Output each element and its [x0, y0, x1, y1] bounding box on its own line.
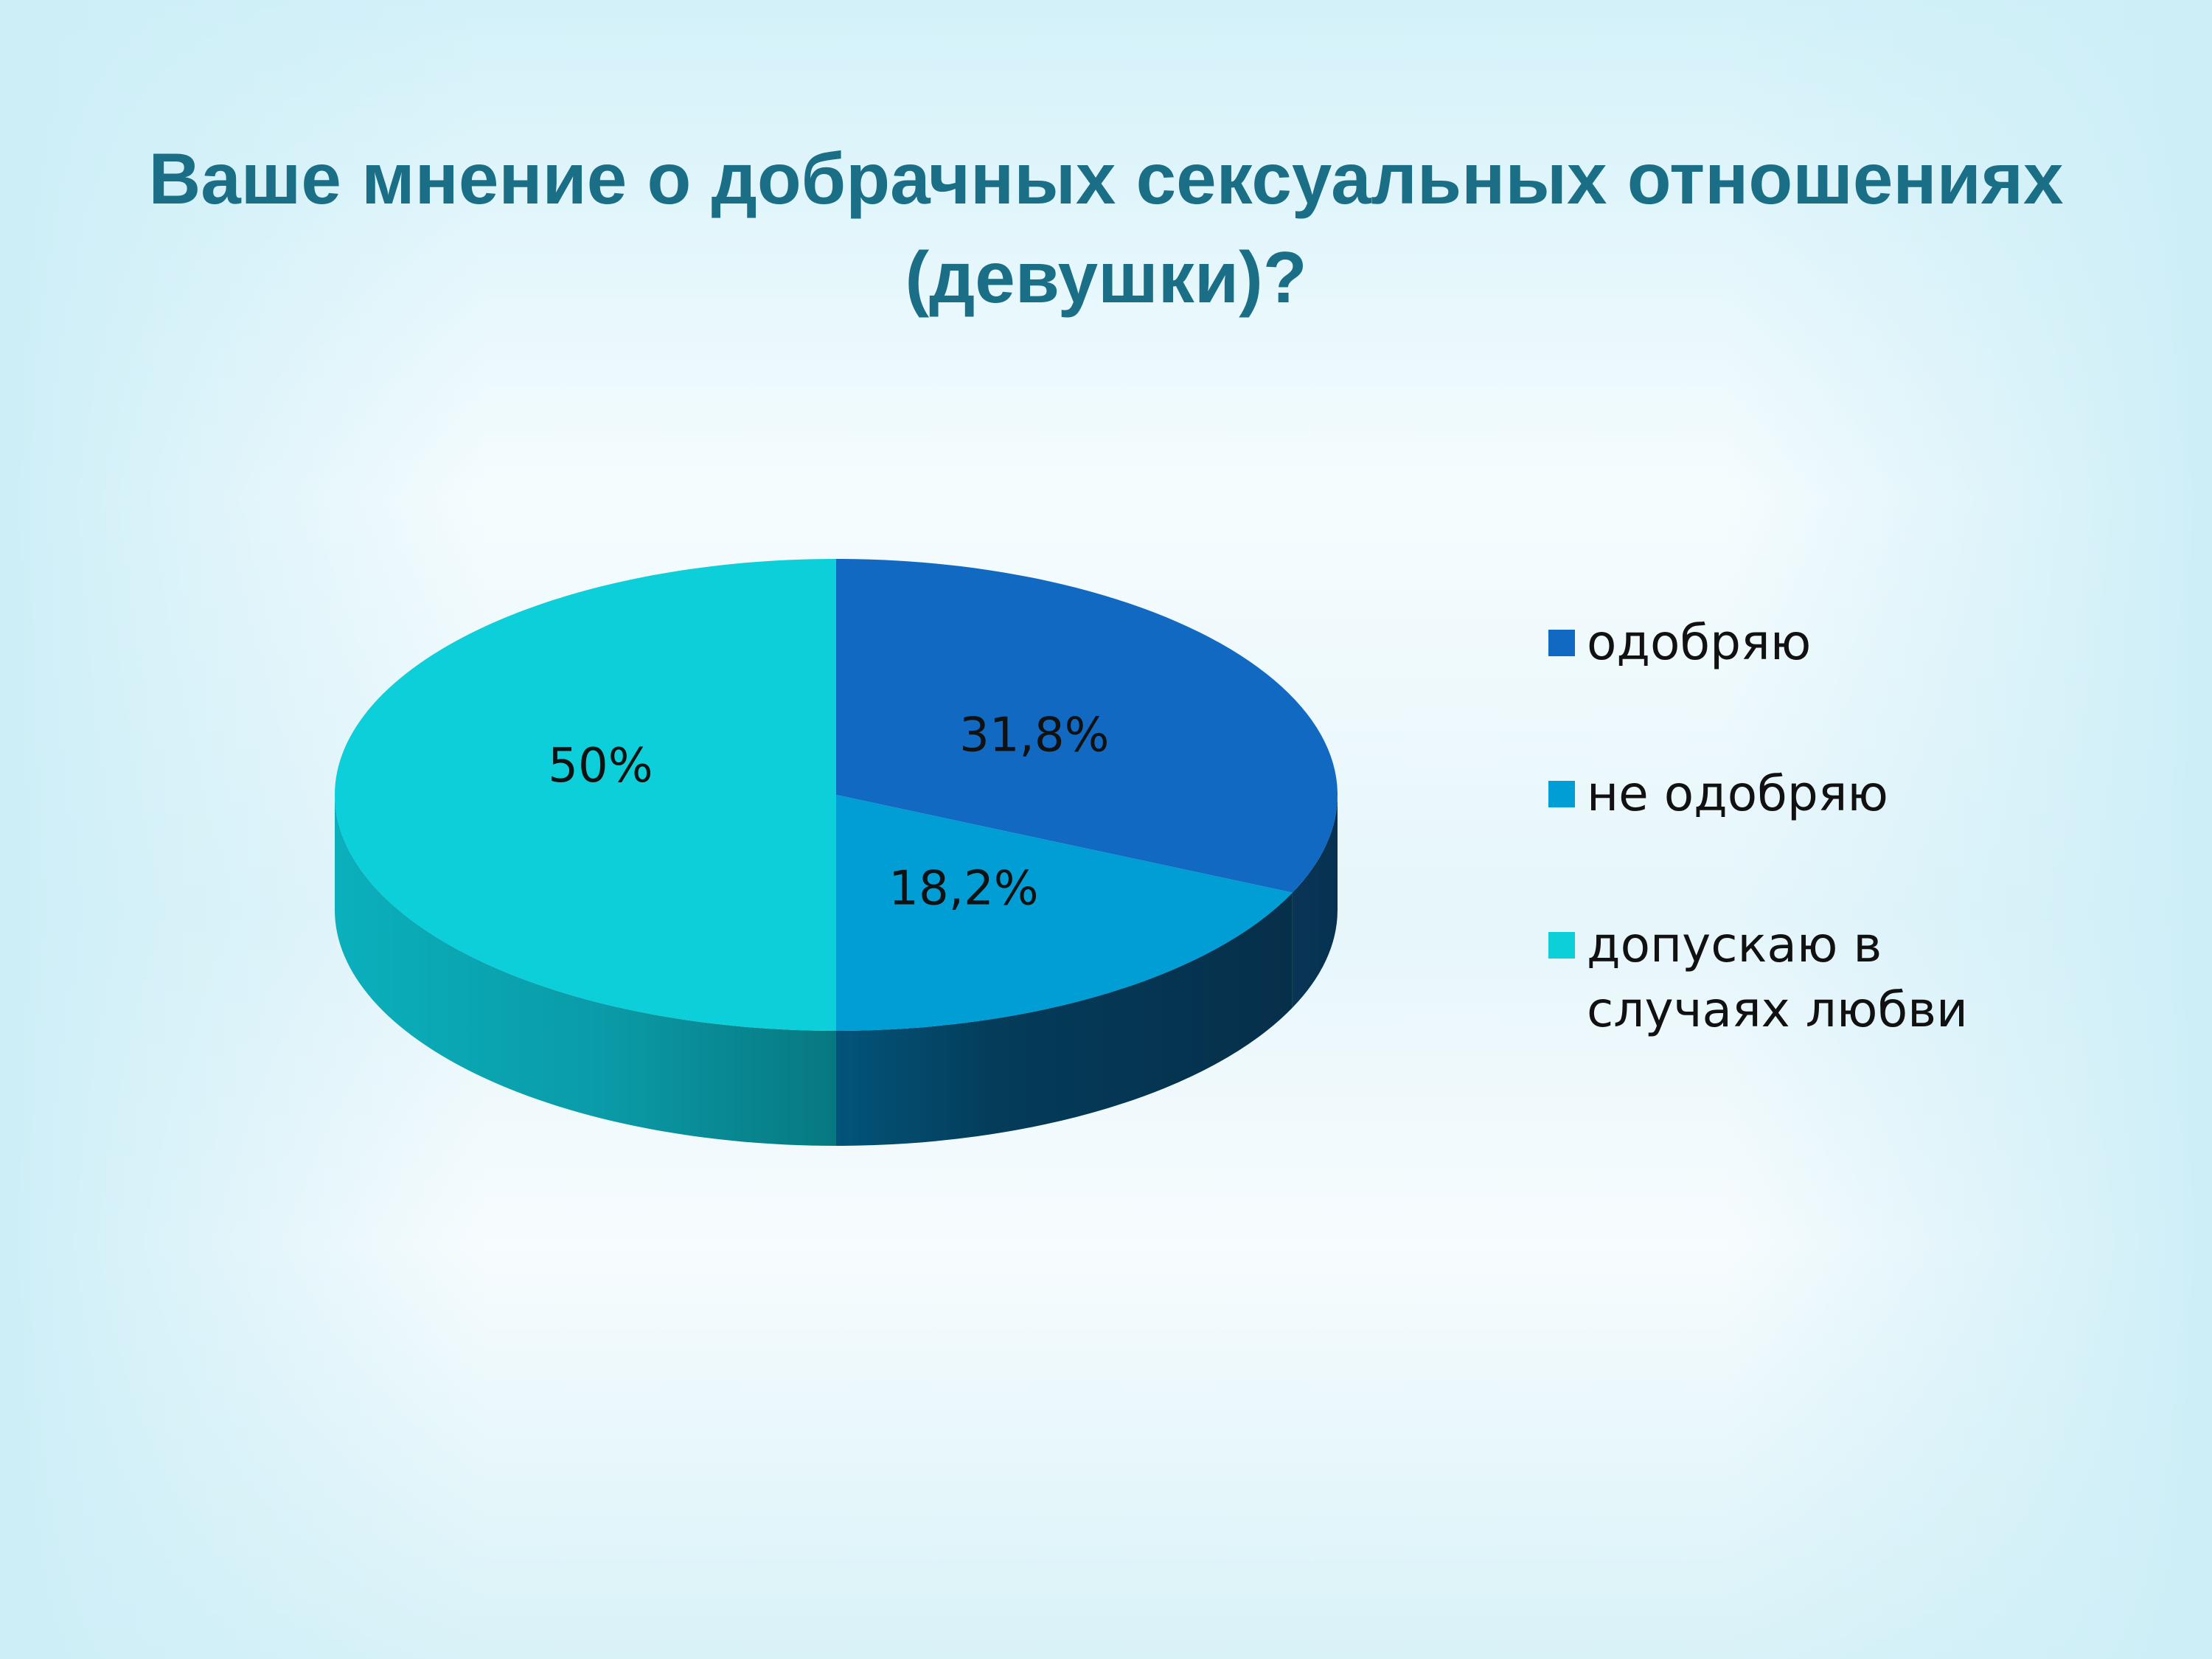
pie-slice-odobryayu	[836, 559, 1338, 893]
legend-item-dopuskayu: допускаю в случаях любви	[1548, 913, 2029, 1064]
legend: одобряю не одобряю допускаю в случаях лю…	[1548, 611, 2029, 1064]
legend-swatch-odobryayu	[1548, 630, 1575, 656]
legend-swatch-ne-odobryayu	[1548, 781, 1575, 807]
legend-item-odobryayu: одобряю	[1548, 611, 2029, 762]
legend-label-odobryayu: одобряю	[1587, 614, 1812, 671]
legend-item-ne-odobryayu: не одобряю	[1548, 762, 2029, 913]
pie-slice-ne-odobryayu	[836, 795, 1293, 1031]
chart-title: Ваше мнение о добрачных сексуальных отно…	[148, 138, 2064, 318]
legend-label-dopuskayu: допускаю в случаях любви	[1587, 917, 1968, 1038]
data-label-dopuskayu: 50%	[548, 739, 653, 793]
legend-swatch-dopuskayu	[1548, 932, 1575, 959]
pie-side-ne-odobryayu	[836, 892, 1293, 1146]
pie-side-dopuskayu	[335, 795, 836, 1146]
data-label-odobryayu: 31,8%	[959, 709, 1109, 763]
pie-side-odobryayu	[1292, 795, 1338, 1008]
data-label-ne-odobryayu: 18,2%	[888, 861, 1038, 916]
pie-slice-dopuskayu	[335, 559, 836, 1031]
legend-label-ne-odobryayu: не одобряю	[1587, 765, 1888, 822]
